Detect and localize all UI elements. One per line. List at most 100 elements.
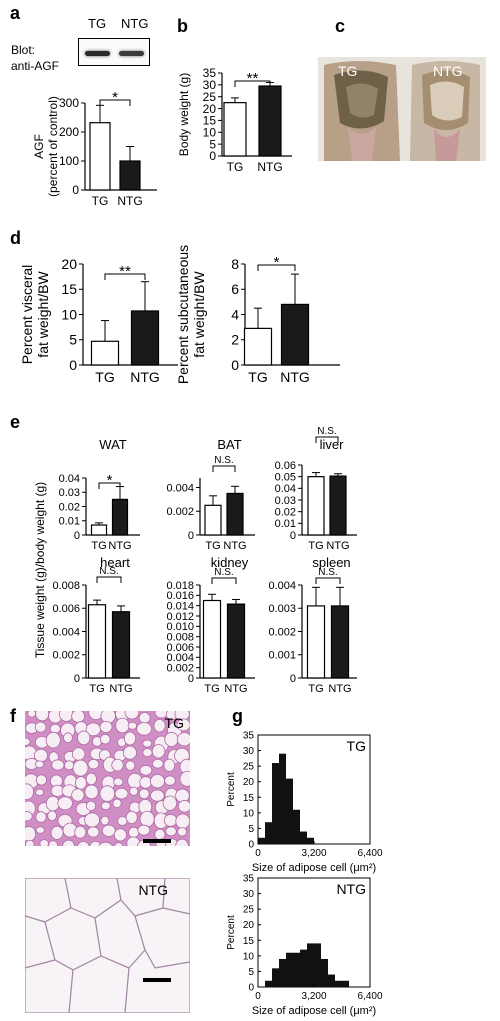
y-tick-label: 35 [203,66,217,80]
y-tick-label: 20 [243,920,255,931]
x-tick-label: 6,400 [357,848,382,859]
adipocyte [25,811,33,822]
y-tick-label: 0.04 [59,473,80,485]
histogram-bar [314,943,321,987]
y-tick-label: 0.004 [268,580,296,592]
scale-bar-tg [143,839,171,843]
y-tick-label: 0.06 [275,460,296,472]
adipocyte [45,731,61,749]
x-tick-label: TG [205,540,220,552]
x-tick-label: 3,200 [301,991,326,1002]
bar-ntg [330,605,350,679]
significance-mark: N.S. [214,567,233,578]
adipocyte [25,783,34,801]
y-tick-label: 0.02 [275,507,296,519]
adipocyte [98,841,113,846]
adipocyte [150,789,165,802]
significance-mark: * [274,254,280,271]
y-tick-label: 0.012 [166,611,194,623]
y-tick-label: 0.002 [166,663,194,675]
y-tick-label: 0.01 [59,516,80,528]
x-tick-label: NTG [326,540,349,552]
y-tick-label: 0 [290,530,296,542]
y-tick-label: 15 [203,114,217,128]
adipocyte [112,798,122,809]
histology-label-tg: TG [164,715,184,731]
histogram-bar [307,943,314,987]
adipocyte [127,721,138,730]
adipocyte [153,718,166,733]
adipocyte [63,732,73,744]
significance-mark: * [112,89,118,106]
adipocyte [124,711,140,720]
adipocyte [162,795,178,811]
y-tick-label: 0 [188,673,194,685]
adipocyte [151,744,166,759]
bar-ntg [111,611,131,679]
significance-bracket [315,436,339,443]
y-tick-label: 0 [74,530,80,542]
y-tick-label: 25 [203,90,217,104]
y-tick-label: 0.01 [275,518,296,530]
x-tick-label: NTG [223,540,246,552]
significance-mark: ** [119,263,131,280]
y-tick-label: 0.006 [52,603,80,615]
panel-label-a: a [10,3,21,23]
bar-ntg [258,85,282,157]
chart-title: spleen [312,555,350,570]
histogram-bar [307,837,314,844]
adipocyte [71,788,85,802]
histology-tg: TG [25,711,190,846]
y-tick-label: 0.004 [52,626,80,638]
chart-e2: 0 0.002 0.004 TG NTG N.S. BAT [166,437,255,552]
adipocyte [77,730,91,746]
significance-mark: N.S. [214,455,233,466]
y-tick-label: 0.010 [166,621,194,633]
scale-bar-ntg [143,978,171,982]
y-tick-label: 4 [231,306,239,322]
chart-d1: 0 5 10 15 20 TG NTG ** Percent visceral fat weigh… [19,256,178,385]
adipocyte [34,721,47,733]
adipocyte [113,777,124,787]
chart-g1: 0 5 10 15 20 25 30 35 0 3,200 6,400 Size of adipose… [226,731,383,875]
x-tick-label: TG [89,683,104,695]
adipocyte [84,784,99,800]
histogram-bar [279,958,286,987]
bar-ntg [130,310,160,366]
adipocyte [122,745,137,760]
x-tick-label: 6,400 [357,991,382,1002]
adipocyte [35,826,45,834]
x-axis-label: Size of adipose cell (μm²) [252,1005,376,1017]
adipocyte [47,810,57,822]
histogram-bar [286,952,293,987]
adipocyte [74,825,87,839]
x-tick-label: TG [308,683,323,695]
chart-e4: 0 0.002 0.004 0.006 0.008 TG NTG N.S.heart [52,555,140,695]
histogram-bar [258,837,265,844]
adipocyte [87,759,100,770]
y-tick-label: 0 [188,530,194,542]
adipocyte [138,788,150,800]
adipocyte [99,733,111,745]
histology-tg-drawing [25,711,190,846]
adipocyte [176,732,190,747]
histogram-bar [342,980,349,987]
y-tick-label: 10 [243,951,255,962]
bar-ntg [226,492,244,536]
x-axis-label: Size of adipose cell (μm²) [252,862,376,874]
adipocyte [177,827,188,837]
y-axis-label: fat weight/BW [191,271,207,358]
x-tick-label: NTG [108,540,131,552]
histogram-bar [286,778,293,844]
adipocyte [51,759,65,771]
y-tick-label: 10 [243,808,255,819]
y-tick-label: 0.004 [166,482,194,494]
y-tick-label: 25 [243,762,255,773]
blot-lane-tg: TG [88,16,107,31]
adipocyte [123,731,137,746]
bar-tg [89,122,111,191]
adipocyte [62,839,76,846]
x-tick-label: NTG [130,369,160,385]
y-tick-label: 0.002 [166,506,194,518]
y-tick-label: 0.014 [166,601,194,613]
